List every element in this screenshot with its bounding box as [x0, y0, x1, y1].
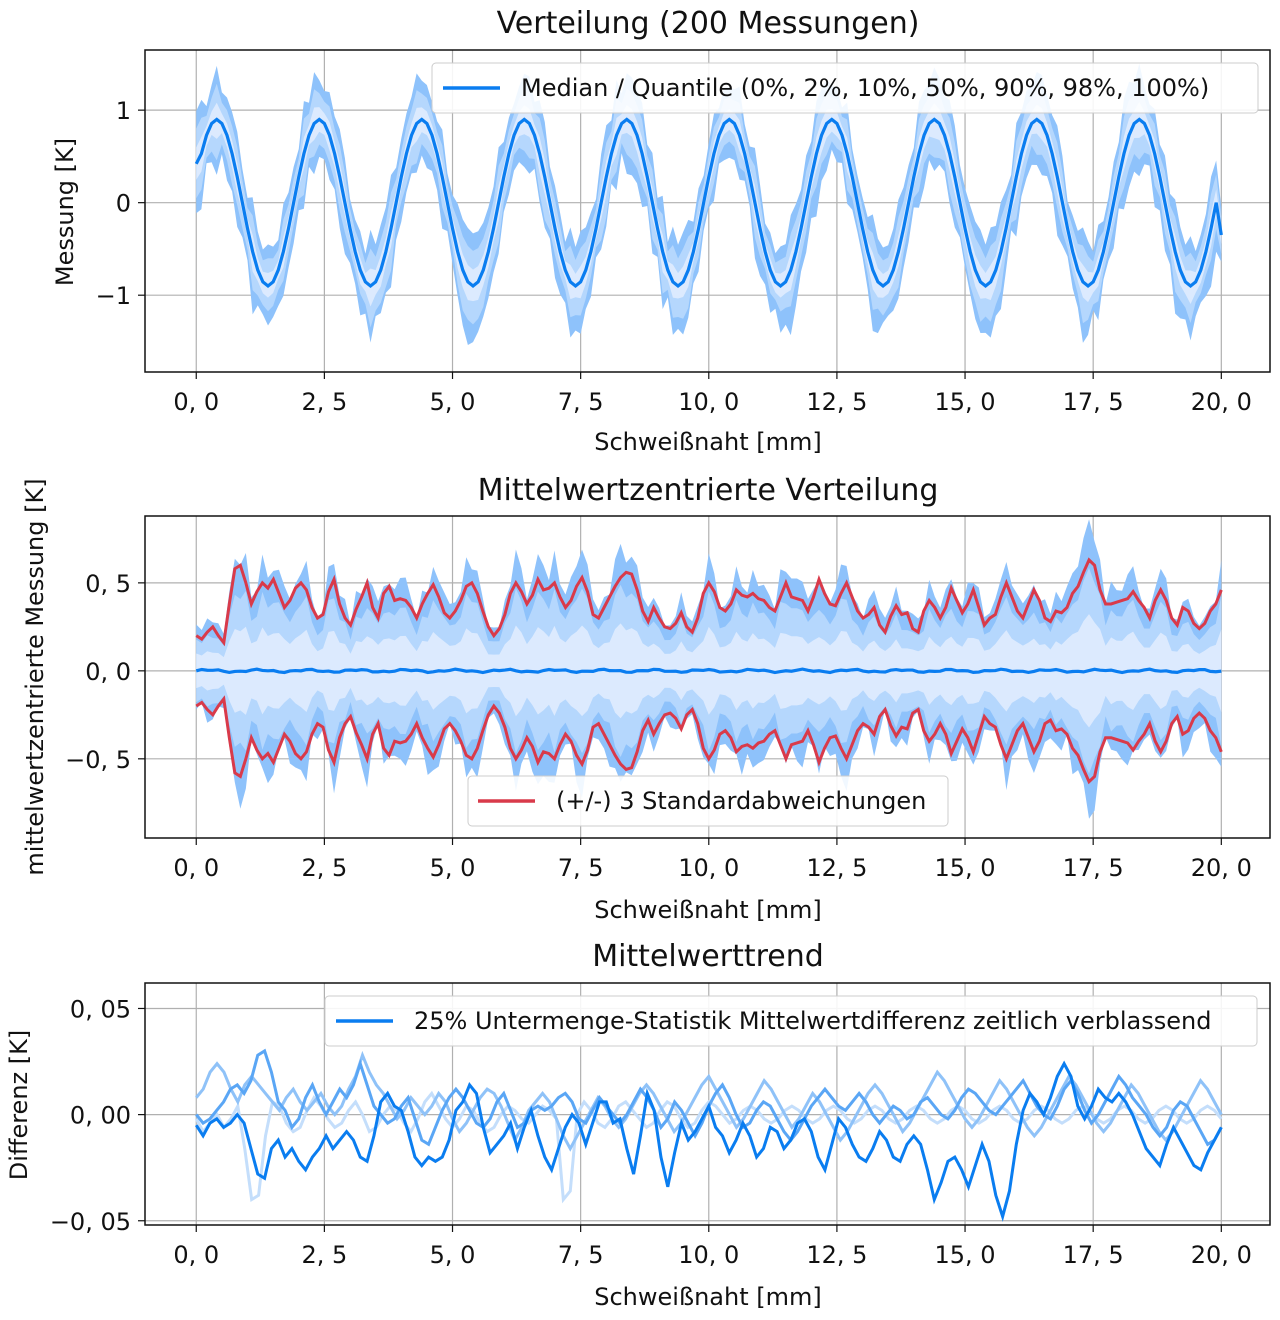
legend-entry: 25% Untermenge-Statistik Mittelwertdiffe…	[414, 1007, 1211, 1035]
plot-frame	[144, 515, 1271, 839]
x-tick-labels: 0, 0 2, 5 5, 0 7, 5 10, 0 12, 5 15, 0 17, 5 20, …	[173, 1241, 1251, 1269]
x-axis-label: Schweißnaht [mm]	[594, 896, 821, 924]
x-tick-label: 5, 0	[430, 1241, 476, 1269]
sigma-lower-line	[195, 695, 1223, 785]
y-tick-label: −1	[96, 282, 131, 310]
y-tick-label: 0, 0	[85, 658, 131, 686]
y-tick-label: 1	[116, 97, 131, 125]
x-tick-label: 10, 0	[678, 854, 739, 882]
chart-title: Mittelwerttrend	[592, 939, 824, 974]
panel-mittelwertzentriert: Mittelwertzentrierte Verteilung 0, 0 2, 5…	[21, 473, 1271, 924]
y-tick-label: 0, 00	[70, 1102, 131, 1130]
x-tick-label: 12, 5	[806, 1241, 867, 1269]
band-q0-q100	[196, 63, 1222, 346]
x-tick-label: 2, 5	[301, 1241, 347, 1269]
y-tick-label: 0	[116, 190, 131, 218]
x-tick-label: 12, 5	[806, 388, 867, 416]
x-tick-label: 15, 0	[935, 388, 996, 416]
sigma-upper-line	[195, 557, 1223, 647]
x-tick-label: 0, 0	[173, 854, 219, 882]
x-tick-label: 20, 0	[1191, 388, 1252, 416]
x-axis-label: Schweißnaht [mm]	[594, 428, 821, 456]
y-axis-label: mittelwertzentrierte Messung [K]	[21, 478, 49, 875]
x-tick-label: 15, 0	[935, 1241, 996, 1269]
y-tick-labels: −0, 05 0, 00 0, 05	[50, 995, 131, 1235]
x-tick-label: 17, 5	[1063, 1241, 1124, 1269]
plot-frame	[144, 49, 1271, 373]
panel-verteilung: Verteilung (200 Messungen) 0, 0 2, 5 5, 0 7…	[51, 6, 1271, 456]
trend-series-line	[194, 1060, 1223, 1222]
legend-box	[431, 62, 1259, 114]
x-tick-label: 10, 0	[678, 388, 739, 416]
x-tick-label: 5, 0	[430, 388, 476, 416]
legend: Median / Quantile (0%, 2%, 10%, 50%, 90%…	[431, 62, 1259, 114]
x-tick-label: 7, 5	[558, 388, 604, 416]
x-axis-label: Schweißnaht [mm]	[594, 1283, 821, 1311]
y-axis-label: Messung [K]	[51, 138, 79, 286]
trend-series-line	[195, 1050, 1223, 1152]
y-tick-label: 0, 5	[85, 570, 131, 598]
x-tick-label: 7, 5	[558, 1241, 604, 1269]
legend: (+/-) 3 Standardabweichungen	[467, 775, 949, 827]
band-q2-q98	[196, 82, 1222, 328]
y-tick-label: −0, 05	[50, 1208, 131, 1236]
plot-area	[194, 63, 1223, 346]
x-tick-labels: 0, 0 2, 5 5, 0 7, 5 10, 0 12, 5 15, 0 17, 5 20, …	[173, 854, 1251, 882]
chart-title: Verteilung (200 Messungen)	[497, 6, 920, 41]
x-tick-label: 5, 0	[430, 854, 476, 882]
y-tick-labels: −1 0 1	[96, 97, 131, 310]
plot-frame	[144, 982, 1271, 1226]
x-tick-label: 10, 0	[678, 1241, 739, 1269]
legend-entry: Median / Quantile (0%, 2%, 10%, 50%, 90%…	[521, 74, 1209, 102]
x-tick-label: 0, 0	[173, 1241, 219, 1269]
chart-title: Mittelwertzentrierte Verteilung	[478, 473, 939, 508]
y-tick-label: 0, 05	[70, 995, 131, 1023]
x-tick-label: 17, 5	[1063, 388, 1124, 416]
x-tick-label: 7, 5	[558, 854, 604, 882]
x-tick-label: 2, 5	[301, 854, 347, 882]
x-tick-label: 2, 5	[301, 388, 347, 416]
plot-area	[194, 1048, 1223, 1222]
y-tick-label: −0, 5	[65, 746, 131, 774]
x-tick-label: 20, 0	[1191, 1241, 1252, 1269]
legend-box	[324, 995, 1258, 1047]
panel-mittelwerttrend: Mittelwerttrend 0, 0 2, 5 5, 0 7, 5 10, 0 12,…	[5, 939, 1271, 1311]
median-line	[195, 667, 1222, 675]
x-tick-label: 0, 0	[173, 388, 219, 416]
y-axis-label: Differenz [K]	[5, 1030, 33, 1180]
y-tick-labels: −0, 5 0, 0 0, 5	[65, 570, 131, 774]
plot-area	[195, 519, 1223, 819]
x-tick-labels: 0, 0 2, 5 5, 0 7, 5 10, 0 12, 5 15, 0 17, 5 20, …	[173, 388, 1251, 416]
legend-entry: (+/-) 3 Standardabweichungen	[556, 787, 926, 815]
x-tick-label: 20, 0	[1191, 854, 1252, 882]
x-tick-label: 15, 0	[935, 854, 996, 882]
x-tick-label: 12, 5	[806, 854, 867, 882]
legend: 25% Untermenge-Statistik Mittelwertdiffe…	[324, 995, 1258, 1047]
median-line	[194, 117, 1223, 288]
legend-box	[467, 775, 949, 827]
x-tick-label: 17, 5	[1063, 854, 1124, 882]
